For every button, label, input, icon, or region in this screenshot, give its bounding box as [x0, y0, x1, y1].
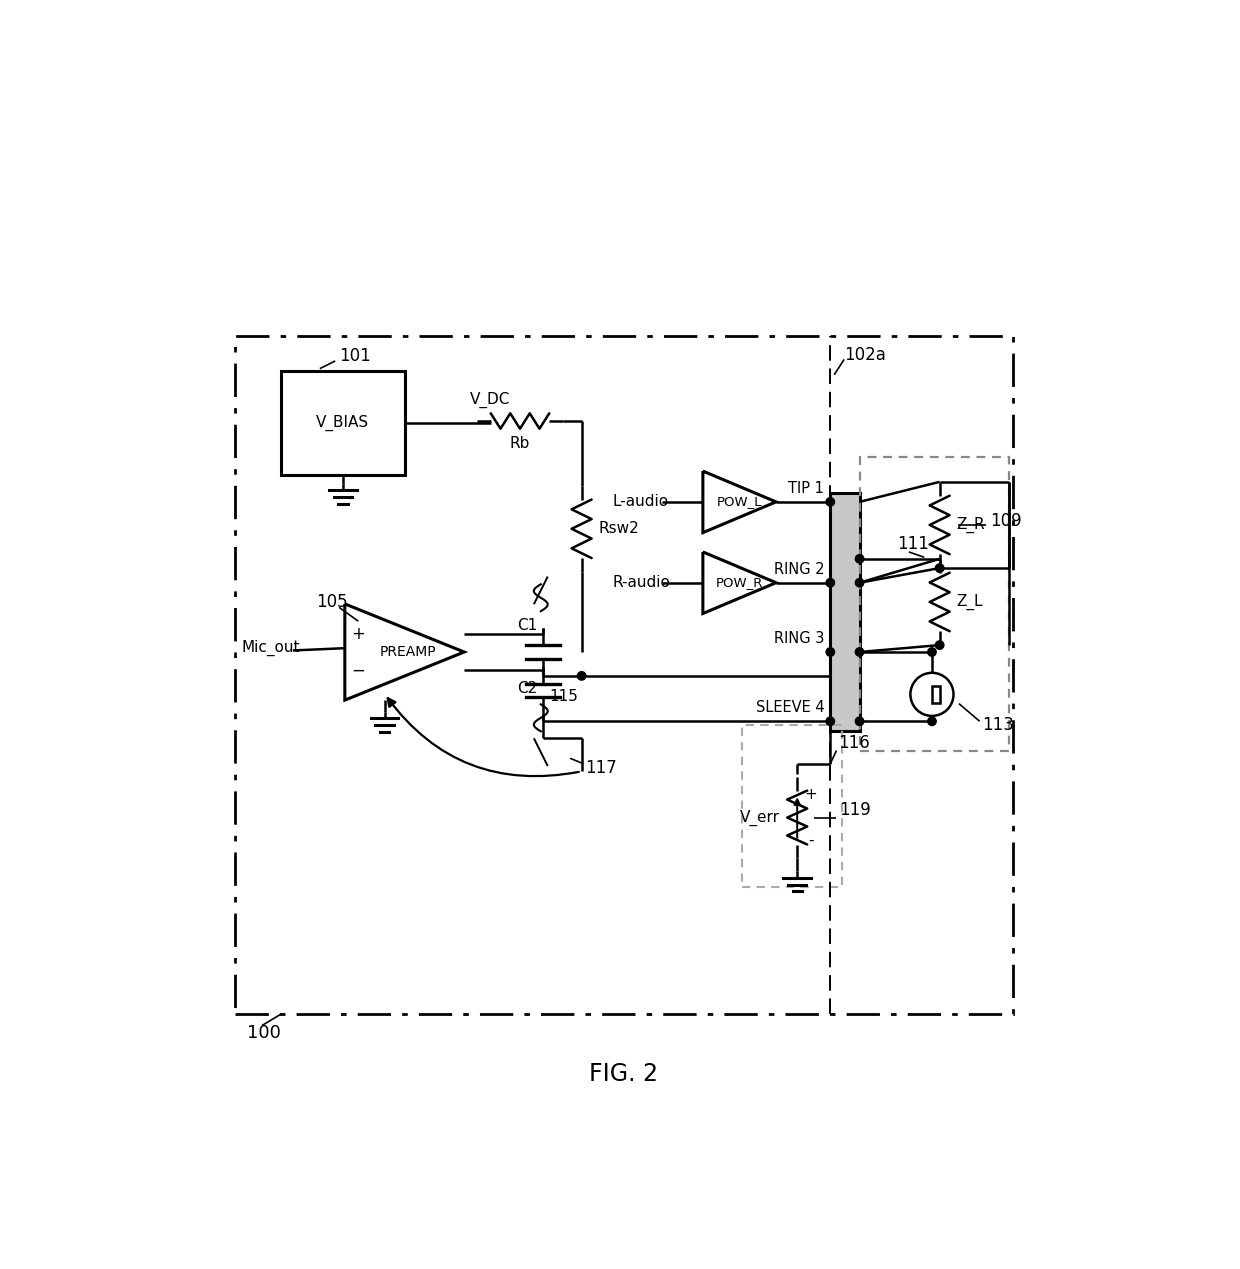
Text: Rb: Rb	[510, 437, 531, 452]
Text: 119: 119	[839, 801, 872, 819]
Bar	[932, 685, 940, 703]
Text: TIP 1: TIP 1	[789, 481, 825, 496]
Text: 115: 115	[549, 689, 578, 704]
Circle shape	[935, 641, 944, 650]
Text: RING 2: RING 2	[774, 562, 825, 576]
Text: Z_L: Z_L	[956, 594, 983, 610]
Circle shape	[935, 563, 944, 572]
Text: L-audio: L-audio	[613, 495, 668, 509]
Circle shape	[826, 717, 835, 726]
Circle shape	[826, 579, 835, 588]
Text: V_err: V_err	[740, 810, 780, 826]
Text: -: -	[808, 834, 813, 848]
Text: 105: 105	[316, 593, 347, 610]
Text: 109: 109	[990, 513, 1022, 530]
Text: 113: 113	[982, 716, 1014, 735]
Bar	[281, 371, 404, 475]
FancyArrowPatch shape	[388, 698, 579, 777]
Text: +: +	[352, 624, 366, 642]
Text: POW_R: POW_R	[715, 576, 763, 589]
Circle shape	[578, 671, 585, 680]
Circle shape	[826, 647, 835, 656]
Text: R-audio: R-audio	[613, 575, 671, 590]
Text: Z_R: Z_R	[956, 516, 986, 533]
Text: 100: 100	[247, 1024, 280, 1042]
Circle shape	[910, 673, 954, 716]
Text: 116: 116	[838, 733, 869, 751]
Text: POW_L: POW_L	[717, 495, 763, 509]
Text: −: −	[352, 661, 366, 679]
Bar	[831, 492, 859, 731]
Text: +: +	[805, 787, 817, 802]
Text: 111: 111	[898, 536, 929, 553]
Bar	[236, 336, 1013, 1014]
Text: C2: C2	[517, 681, 537, 697]
Text: SLEEVE 4: SLEEVE 4	[755, 700, 825, 716]
Circle shape	[826, 497, 835, 506]
Text: FIG. 2: FIG. 2	[589, 1062, 658, 1086]
Text: V_DC: V_DC	[470, 391, 511, 407]
Text: PREAMP: PREAMP	[379, 645, 436, 659]
Circle shape	[856, 647, 864, 656]
Text: Rsw2: Rsw2	[599, 522, 640, 537]
Text: 101: 101	[339, 346, 371, 364]
Circle shape	[928, 647, 936, 656]
Text: Mic_out: Mic_out	[242, 640, 300, 656]
Text: V_BIAS: V_BIAS	[316, 415, 370, 431]
Text: 117: 117	[585, 759, 618, 777]
Circle shape	[856, 555, 864, 563]
Text: RING 3: RING 3	[774, 631, 825, 646]
Circle shape	[856, 579, 864, 588]
Text: C1: C1	[517, 618, 537, 632]
Text: 102a: 102a	[844, 345, 887, 363]
Circle shape	[856, 717, 864, 726]
Circle shape	[928, 717, 936, 726]
